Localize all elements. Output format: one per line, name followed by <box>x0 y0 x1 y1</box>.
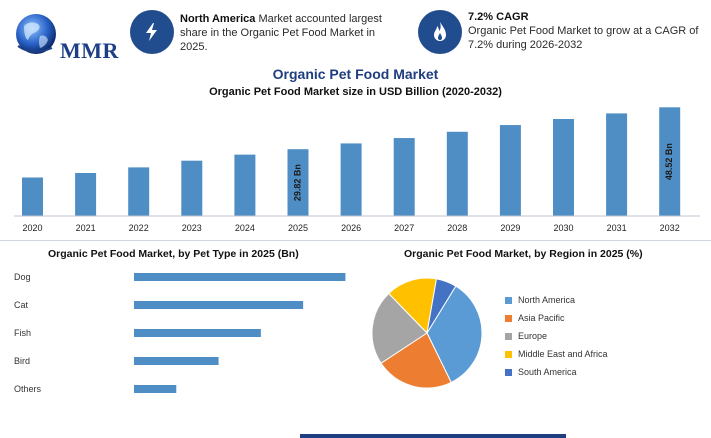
bar-data-label: 48.52 Bn <box>664 143 674 180</box>
market-size-bar-2030 <box>553 119 574 216</box>
market-size-bar-2023 <box>181 160 203 216</box>
chart-subtitle: Organic Pet Food Market size in USD Bill… <box>209 86 502 98</box>
market-size-bar-2028 <box>446 131 468 216</box>
legend-label: North America <box>518 295 576 305</box>
legend-item: South America <box>505 363 608 381</box>
pie-slice-south-america <box>426 278 457 334</box>
pet-type-label: Bird <box>14 356 30 366</box>
legend-label: South America <box>518 367 577 377</box>
year-tick-label: 2030 <box>553 223 573 233</box>
market-size-bar-2027 <box>393 138 415 216</box>
pie-slice-middle-east-and-africa <box>388 277 438 335</box>
pie-slice-north-america <box>426 285 483 384</box>
pet-type-label: Fish <box>14 328 31 338</box>
legend-item: Europe <box>505 327 608 345</box>
flame-icon-badge <box>418 10 462 54</box>
year-tick-label: 2025 <box>288 223 308 233</box>
year-tick-label: 2027 <box>394 223 414 233</box>
year-tick-label: 2029 <box>500 223 520 233</box>
north-america-info: North America Market accounted largest s… <box>180 12 395 54</box>
year-tick-label: 2023 <box>182 223 202 233</box>
legend-label: Middle East and Africa <box>518 349 608 359</box>
pet-type-bar-cat <box>134 301 304 309</box>
year-tick-label: 2026 <box>341 223 361 233</box>
legend-item: North America <box>505 291 608 309</box>
globe-icon <box>16 14 56 54</box>
legend-swatch <box>505 332 512 340</box>
year-tick-label: 2031 <box>607 223 627 233</box>
pet-type-bar-fish <box>134 329 261 337</box>
logo-text: MMR <box>60 38 119 63</box>
market-size-bar-2021 <box>75 172 97 216</box>
legend-swatch <box>505 314 512 322</box>
market-size-bar-2031 <box>606 113 628 216</box>
info1-text: Market accounted largest share in the Or… <box>180 13 382 53</box>
year-tick-label: 2021 <box>76 223 96 233</box>
region-legend: North America Asia Pacific Europe Middle Ea… <box>505 291 608 381</box>
year-tick-label: 2022 <box>129 223 149 233</box>
pet-type-chart-title: Organic Pet Food Market, by Pet Type in … <box>48 248 299 260</box>
pet-type-bar-others <box>134 385 177 393</box>
year-tick-label: 2020 <box>22 223 42 233</box>
footer-bar <box>300 434 566 438</box>
chart-main-title: Organic Pet Food Market <box>272 66 439 82</box>
legend-swatch <box>505 368 512 376</box>
pet-type-bar-dog <box>134 273 346 281</box>
legend-item: Middle East and Africa <box>505 345 608 363</box>
flame-icon <box>434 22 446 41</box>
lightning-bolt-icon <box>146 23 157 41</box>
pet-type-bar-bird <box>134 357 219 365</box>
legend-item: Asia Pacific <box>505 309 608 327</box>
market-size-bar-2029 <box>499 125 521 216</box>
year-tick-label: 2024 <box>235 223 255 233</box>
info1-bold: North America <box>180 13 256 25</box>
market-size-bar-2022 <box>128 167 150 216</box>
legend-label: Europe <box>518 331 548 341</box>
info2-text: Organic Pet Food Market to grow at a CAG… <box>468 25 699 51</box>
market-size-bar-2026 <box>340 143 362 216</box>
legend-swatch <box>505 296 512 304</box>
market-size-bar-2032 <box>659 107 681 216</box>
legend-label: Asia Pacific <box>518 313 565 323</box>
bolt-icon-badge <box>130 10 174 54</box>
info2-bold: 7.2% CAGR <box>468 11 529 23</box>
market-size-bar-2020 <box>22 177 43 216</box>
pie-slice-europe <box>371 292 428 364</box>
region-chart-title: Organic Pet Food Market, by Region in 20… <box>404 248 643 260</box>
legend-swatch <box>505 350 512 358</box>
year-tick-label: 2032 <box>660 223 680 233</box>
bar-data-label: 29.82 Bn <box>292 164 302 201</box>
section-divider <box>0 240 711 241</box>
mmr-logo: MMR <box>12 8 118 64</box>
market-size-bar-2025 <box>287 149 309 216</box>
cagr-info: 7.2% CAGR Organic Pet Food Market to gro… <box>468 10 703 52</box>
pie-slice-asia-pacific <box>380 332 452 389</box>
pet-type-label: Dog <box>14 272 31 282</box>
pet-type-label: Others <box>14 384 42 394</box>
year-tick-label: 2028 <box>447 223 467 233</box>
pet-type-label: Cat <box>14 300 29 310</box>
market-size-bar-2024 <box>234 154 256 216</box>
